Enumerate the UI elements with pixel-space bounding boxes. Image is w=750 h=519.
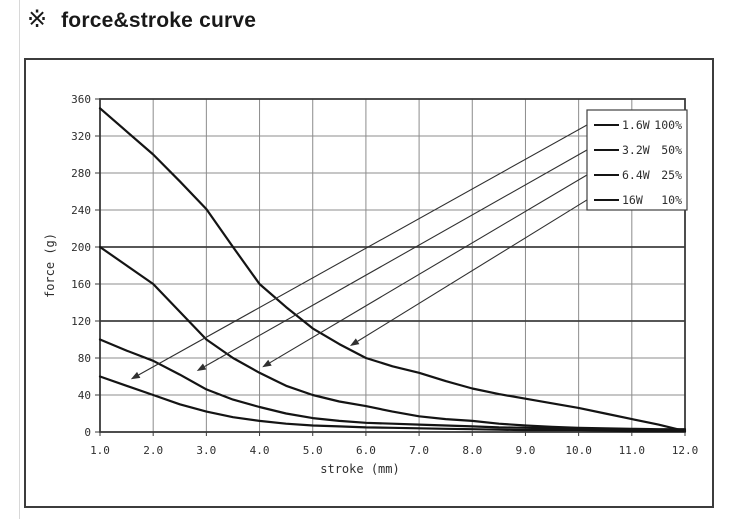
- force-stroke-chart: 1.0 2.0 3.0 4.0 5.0 6.0 7.0 8.0 9.0 10.0 11.0 12.0 0…: [43, 93, 699, 476]
- x-tick-label: 4.0: [250, 444, 270, 457]
- y-tick-label: 240: [71, 204, 91, 217]
- leader-line-6.4W: [269, 174, 588, 364]
- x-tick-label: 1.0: [90, 444, 110, 457]
- series-line-1.6W: [98, 375, 687, 433]
- x-tick-label: 10.0: [565, 444, 592, 457]
- leader-line-1.6W: [138, 124, 588, 376]
- plot-frame: [99, 98, 686, 433]
- y-tick-label: 160: [71, 278, 91, 291]
- x-tick-label: 2.0: [143, 444, 163, 457]
- legend-label-3.2W: 3.2W: [622, 143, 650, 157]
- legend-duty-16W: 10%: [661, 193, 682, 207]
- x-tick-label: 9.0: [516, 444, 536, 457]
- leader-arrowhead-6.4W: [262, 359, 272, 368]
- y-tick-label: 80: [78, 352, 91, 365]
- legend-label-16W: 16W: [622, 193, 643, 207]
- x-tick-label: 8.0: [462, 444, 482, 457]
- y-tick-label: 360: [71, 93, 91, 106]
- x-tick-label: 11.0: [619, 444, 646, 457]
- y-axis-title: force (g): [43, 233, 57, 298]
- x-axis-title: stroke (mm): [320, 462, 399, 476]
- reference-mark-icon: ※: [27, 6, 48, 33]
- page-header: ※ force&stroke curve: [27, 6, 257, 33]
- y-tick-label: 200: [71, 241, 91, 254]
- x-tick-label: 3.0: [196, 444, 216, 457]
- legend-box: [586, 109, 688, 211]
- page-edge-line: [19, 0, 20, 519]
- x-tick-label: 7.0: [409, 444, 429, 457]
- x-tick-label: 5.0: [303, 444, 323, 457]
- x-tick-label: 6.0: [356, 444, 376, 457]
- leader-arrowhead-16W: [349, 338, 360, 346]
- y-tick-label: 0: [84, 426, 91, 439]
- page-title: force&stroke curve: [61, 9, 257, 32]
- legend-duty-6.4W: 25%: [661, 168, 682, 182]
- leader-line-3.2W: [204, 149, 588, 367]
- legend-label-6.4W: 6.4W: [622, 168, 650, 182]
- y-tick-label: 280: [71, 167, 91, 180]
- series-line-16W: [98, 107, 687, 433]
- chart-panel: 1.0 2.0 3.0 4.0 5.0 6.0 7.0 8.0 9.0 10.0 11.0 12.0 0…: [24, 58, 714, 508]
- y-tick-label: 320: [71, 130, 91, 143]
- x-tick-label: 12.0: [672, 444, 699, 457]
- y-tick-label: 40: [78, 389, 91, 402]
- legend-duty-3.2W: 50%: [661, 143, 682, 157]
- legend-duty-1.6W: 100%: [654, 118, 682, 132]
- leader-arrowhead-1.6W: [130, 371, 141, 380]
- series-line-3.2W: [98, 338, 687, 432]
- leader-arrowhead-3.2W: [196, 363, 207, 371]
- legend-label-1.6W: 1.6W: [622, 118, 650, 132]
- series-line-6.4W: [98, 245, 687, 431]
- leader-line-16W: [357, 199, 588, 342]
- y-tick-label: 120: [71, 315, 91, 328]
